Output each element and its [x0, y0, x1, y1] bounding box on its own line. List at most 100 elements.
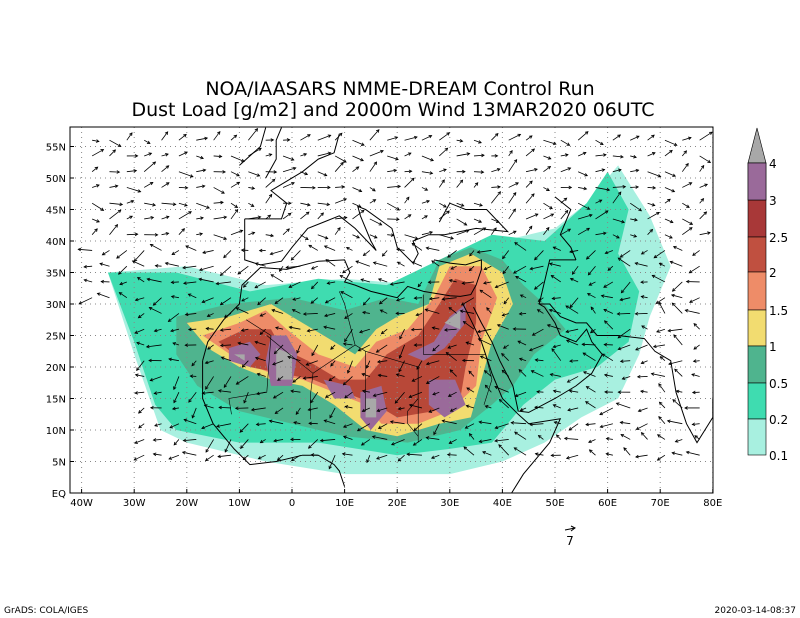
wind-arrow	[230, 155, 245, 162]
wind-arrow	[317, 152, 331, 157]
wind-arrow	[421, 155, 434, 161]
wind-arrow	[243, 392, 249, 404]
wind-arrow-head	[534, 452, 539, 456]
wind-arrow-head	[667, 328, 672, 333]
wind-arrow	[699, 165, 705, 172]
wind-arrow-head	[567, 228, 572, 232]
wind-arrow-head	[687, 136, 692, 140]
wind-arrow-head	[553, 420, 558, 425]
wind-arrow-head	[479, 203, 483, 207]
wind-arrow-head	[617, 334, 622, 339]
wind-arrow	[352, 210, 365, 220]
colorbar-label: 0.1	[769, 449, 788, 463]
wind-arrow	[456, 202, 464, 207]
wind-arrow	[412, 261, 423, 267]
wind-arrow-head	[154, 423, 158, 427]
wind-arrow-head	[411, 177, 415, 182]
wind-arrow-head	[395, 373, 400, 377]
wind-arrow	[286, 265, 301, 268]
wind-arrow-head	[405, 196, 410, 201]
wind-arrow-head	[446, 452, 451, 457]
wind-arrow-head	[415, 312, 420, 317]
border	[483, 354, 493, 405]
wind-arrow	[241, 328, 249, 331]
reference-arrow	[564, 527, 576, 531]
wind-arrow-head	[362, 252, 367, 257]
wind-arrow	[411, 328, 422, 331]
wind-arrow-head	[274, 410, 279, 414]
wind-arrow	[277, 454, 284, 461]
wind-arrow-head	[552, 246, 557, 250]
wind-arrow-head	[534, 256, 538, 261]
wind-arrow	[635, 344, 648, 351]
wind-arrow	[508, 208, 516, 220]
wind-arrow	[265, 194, 273, 204]
wind-arrow-head	[501, 352, 505, 357]
coastline	[462, 303, 562, 493]
wind-arrow-head	[494, 425, 499, 430]
wind-arrow	[308, 244, 318, 251]
wind-arrow	[570, 278, 579, 283]
wind-arrow	[205, 454, 214, 462]
wind-arrow-head	[565, 305, 570, 309]
wind-arrow-head	[165, 231, 170, 236]
wind-arrow	[254, 341, 266, 346]
wind-arrow	[479, 439, 492, 443]
wind-arrow	[126, 200, 134, 204]
wind-arrow-head	[341, 452, 346, 456]
wind-arrow-head	[100, 207, 105, 211]
wind-arrow-head	[168, 357, 172, 362]
wind-arrow	[538, 297, 544, 302]
wind-arrow-head	[181, 228, 185, 232]
wind-arrow	[265, 153, 272, 157]
wind-arrow	[577, 227, 590, 236]
wind-arrow-head	[250, 407, 255, 412]
wind-arrow-head	[671, 302, 676, 307]
wind-arrow	[357, 423, 371, 432]
wind-arrow-head	[496, 324, 501, 328]
wind-arrow-head	[268, 419, 273, 423]
wind-arrow-head	[251, 186, 256, 190]
colorbar-label: 1.5	[769, 304, 788, 318]
wind-arrow-head	[394, 400, 399, 404]
wind-arrow-head	[479, 355, 484, 359]
wind-arrow	[248, 187, 255, 189]
wind-arrow-head	[380, 149, 384, 154]
wind-arrow-head	[582, 151, 587, 156]
wind-arrow	[577, 131, 589, 141]
wind-arrow	[256, 423, 266, 425]
wind-arrow-head	[441, 179, 445, 184]
wind-arrow-head	[340, 291, 344, 295]
wind-arrow-head	[220, 356, 225, 360]
wind-arrow-head	[372, 393, 377, 398]
wind-arrow-head	[424, 308, 429, 312]
wind-arrow-head	[138, 424, 142, 429]
wind-arrow-head	[635, 185, 640, 189]
wind-arrow	[230, 171, 240, 177]
wind-arrow-head	[342, 435, 347, 439]
wind-arrow-head	[319, 438, 324, 443]
colorbar-segment	[747, 199, 767, 238]
lon-label: 20W	[175, 498, 198, 509]
wind-arrow-head	[494, 385, 499, 390]
wind-arrow	[675, 439, 683, 443]
wind-arrow-head	[304, 171, 309, 176]
wind-arrow-head	[117, 271, 122, 275]
wind-arrow-head	[101, 252, 106, 256]
wind-arrow	[178, 211, 192, 220]
wind-arrow-head	[239, 429, 244, 433]
wind-arrow-head	[693, 323, 698, 327]
wind-arrow	[269, 420, 284, 425]
wind-arrow-head	[658, 401, 663, 406]
wind-arrow-head	[658, 416, 662, 420]
wind-arrow-head	[668, 361, 672, 366]
colorbar: 4 3 2.5 2 1.5 1 0.5 0.2 0.1	[747, 127, 788, 463]
wind-arrow	[647, 229, 653, 235]
wind-arrow	[352, 187, 362, 192]
wind-arrow-head	[635, 135, 640, 139]
wind-arrow	[466, 387, 475, 393]
wind-arrow	[468, 370, 475, 377]
colorbar-label: 1	[769, 340, 777, 354]
wind-arrow	[119, 292, 128, 299]
wind-arrow-head	[649, 228, 654, 233]
